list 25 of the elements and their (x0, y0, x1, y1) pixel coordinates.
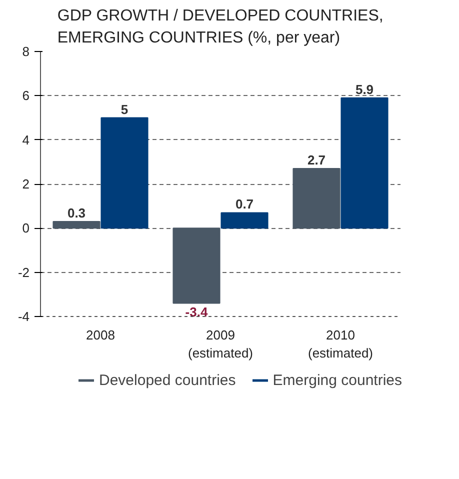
bar (340, 97, 388, 229)
data-label: 2.7 (307, 152, 326, 168)
x-tick-label: 2008 (86, 328, 115, 342)
bar (220, 212, 268, 229)
y-tick-label: 4 (22, 132, 30, 148)
data-label: 5 (120, 102, 128, 117)
data-label: 0.3 (67, 206, 86, 221)
y-tick-label: 2 (22, 176, 30, 192)
bar (52, 221, 100, 229)
x-tick-label: 2010 (estimated) (308, 328, 374, 360)
data-label: -3.4 (185, 304, 208, 320)
bar (292, 168, 340, 229)
y-tick-label: -2 (18, 264, 30, 280)
y-tick-label: 8 (22, 44, 30, 59)
legend-label: Developed countries (99, 372, 236, 388)
bar (172, 228, 220, 304)
y-tick-label: 6 (22, 88, 30, 104)
data-label: 5.9 (355, 82, 374, 97)
data-label: 0.7 (235, 196, 254, 212)
y-tick-label: 0 (22, 220, 30, 236)
y-tick-label: -4 (18, 309, 30, 324)
chart-title: GDP GROWTH / DEVELOPED COUNTRIES, EMERGING COUNTRIES (%, per year) (57, 7, 384, 46)
legend-label: Emerging countries (272, 372, 402, 388)
bar (100, 117, 148, 229)
x-tick-label: 2009 (estimated) (188, 328, 254, 360)
